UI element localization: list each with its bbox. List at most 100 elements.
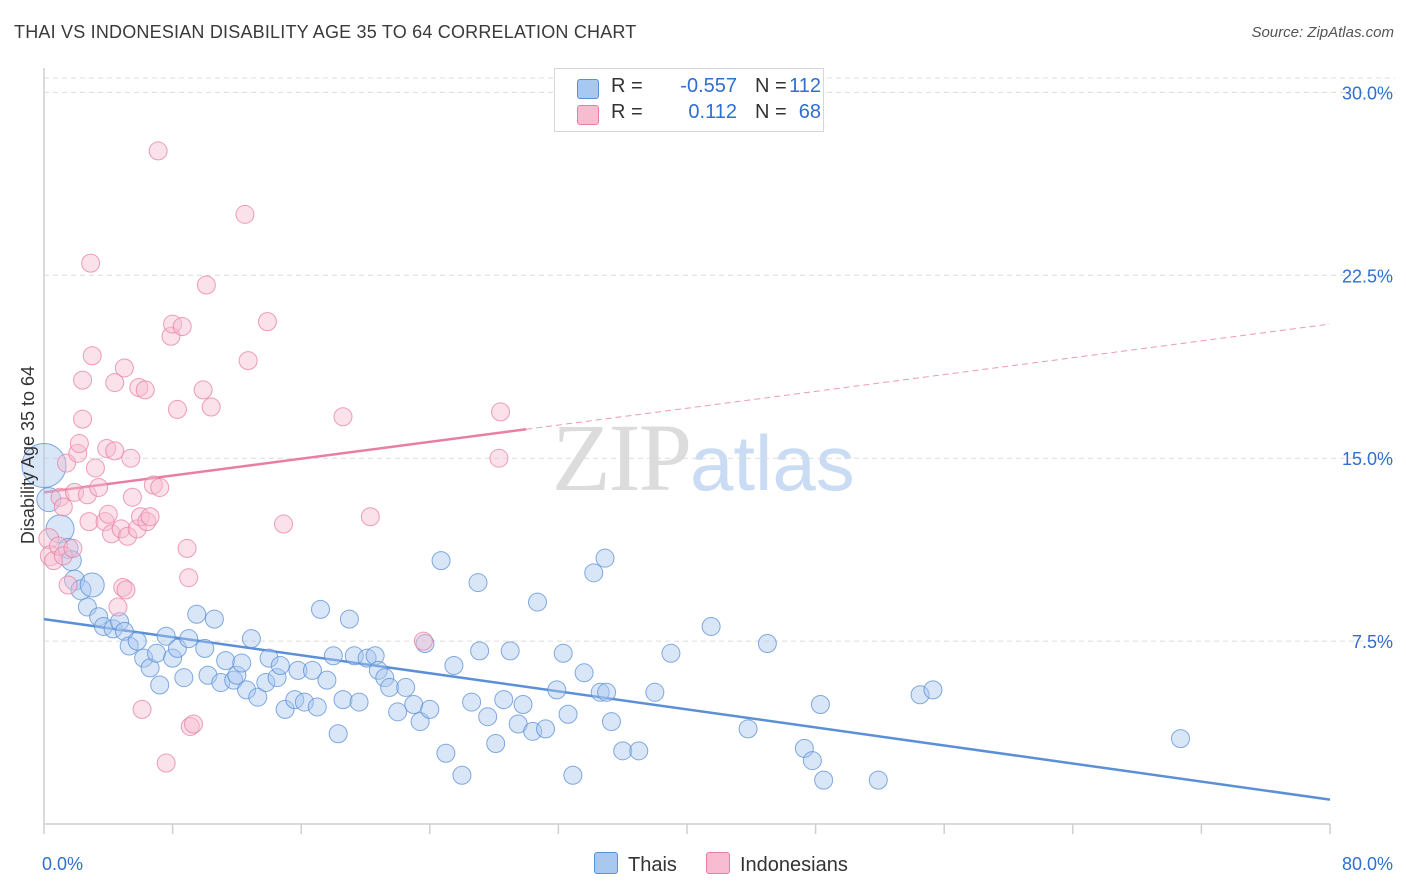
data-point xyxy=(79,572,105,598)
data-point xyxy=(238,351,258,371)
data-point xyxy=(179,629,199,649)
data-point xyxy=(910,685,930,705)
data-point xyxy=(127,519,147,539)
data-point xyxy=(116,580,136,600)
data-point xyxy=(53,497,73,517)
trend-line-thais xyxy=(43,617,1331,801)
data-point xyxy=(248,687,268,707)
legend-r-label: R = xyxy=(611,75,643,97)
data-point xyxy=(553,643,573,663)
data-point xyxy=(349,692,369,712)
data-point xyxy=(82,346,102,366)
data-point xyxy=(380,677,400,697)
data-point xyxy=(134,648,154,668)
data-point xyxy=(77,485,97,505)
data-point xyxy=(310,599,330,619)
data-point xyxy=(73,409,93,429)
data-point xyxy=(73,370,93,390)
data-point xyxy=(257,312,277,332)
data-point xyxy=(140,507,160,527)
data-point xyxy=(97,438,117,458)
data-point xyxy=(259,648,279,668)
data-point xyxy=(413,631,433,651)
data-point xyxy=(563,765,583,785)
legend-r-value: 0.112 xyxy=(688,101,737,123)
data-point xyxy=(105,373,125,393)
data-point xyxy=(177,538,197,558)
data-point xyxy=(661,643,681,663)
data-point xyxy=(130,507,150,527)
data-point xyxy=(267,668,287,688)
data-point xyxy=(121,448,141,468)
data-point xyxy=(48,536,68,556)
trend-line-dashed-indonesians xyxy=(526,323,1331,430)
data-point xyxy=(163,648,183,668)
data-point xyxy=(420,699,440,719)
tick-labels: 7.5% 15.0% 22.5% 30.0% 0.0% 80.0% xyxy=(42,83,1393,874)
data-point xyxy=(444,655,464,675)
data-point xyxy=(98,504,118,524)
data-point xyxy=(114,358,134,378)
data-point xyxy=(85,458,105,478)
data-point xyxy=(44,551,64,571)
data-point xyxy=(478,707,498,727)
data-point xyxy=(333,407,353,427)
data-point xyxy=(601,712,621,732)
data-point xyxy=(232,653,252,673)
data-point xyxy=(187,604,207,624)
data-point xyxy=(150,675,170,695)
data-point xyxy=(431,551,451,571)
data-point xyxy=(547,680,567,700)
watermark: ZIPatlas xyxy=(552,402,855,513)
data-point xyxy=(275,699,295,719)
data-point xyxy=(613,741,633,761)
data-point xyxy=(270,655,290,675)
data-point xyxy=(241,629,261,649)
data-point xyxy=(328,724,348,744)
bottom-legend-label: Thais xyxy=(628,854,677,876)
data-point xyxy=(357,648,377,668)
data-point xyxy=(701,616,721,636)
bottom-legend-swatch-indonesians xyxy=(706,852,730,874)
data-point xyxy=(193,380,213,400)
data-point xyxy=(89,607,109,627)
data-point xyxy=(584,563,604,583)
source-label: Source: ZipAtlas.com xyxy=(1251,24,1394,41)
y-tick-label: 30.0% xyxy=(1342,83,1393,103)
data-point xyxy=(156,626,176,646)
y-tick-label: 15.0% xyxy=(1342,449,1393,469)
legend-n-value: 68 xyxy=(798,101,821,123)
series-thais xyxy=(21,443,1191,790)
data-point xyxy=(111,519,131,539)
data-point xyxy=(201,397,221,417)
data-point xyxy=(183,714,203,734)
data-point xyxy=(814,770,834,790)
y-axis-title: Disability Age 35 to 64 xyxy=(18,366,38,544)
data-point xyxy=(174,668,194,688)
data-point xyxy=(113,577,133,597)
data-point xyxy=(536,719,556,739)
data-point xyxy=(489,448,509,468)
data-point xyxy=(486,734,506,754)
data-point xyxy=(738,719,758,739)
data-point xyxy=(237,680,257,700)
trend-line-indonesians xyxy=(43,427,527,494)
data-point xyxy=(63,538,83,558)
data-point xyxy=(1171,729,1191,749)
bottom-legend-label: Indonesians xyxy=(740,854,848,876)
y-tick-label: 7.5% xyxy=(1352,632,1393,652)
legend-n-value: 112 xyxy=(789,75,821,97)
data-point xyxy=(195,638,215,658)
data-point xyxy=(757,634,777,654)
legend-n-label: N = xyxy=(755,75,787,97)
data-point xyxy=(595,548,615,568)
data-point xyxy=(108,597,128,617)
legend-swatch-thais xyxy=(577,79,599,99)
data-point xyxy=(574,663,594,683)
data-point xyxy=(360,507,380,527)
data-point xyxy=(436,743,456,763)
data-point xyxy=(462,692,482,712)
data-point xyxy=(368,660,388,680)
data-point xyxy=(365,646,385,666)
bottom-legend-thais: Thais xyxy=(594,852,677,877)
